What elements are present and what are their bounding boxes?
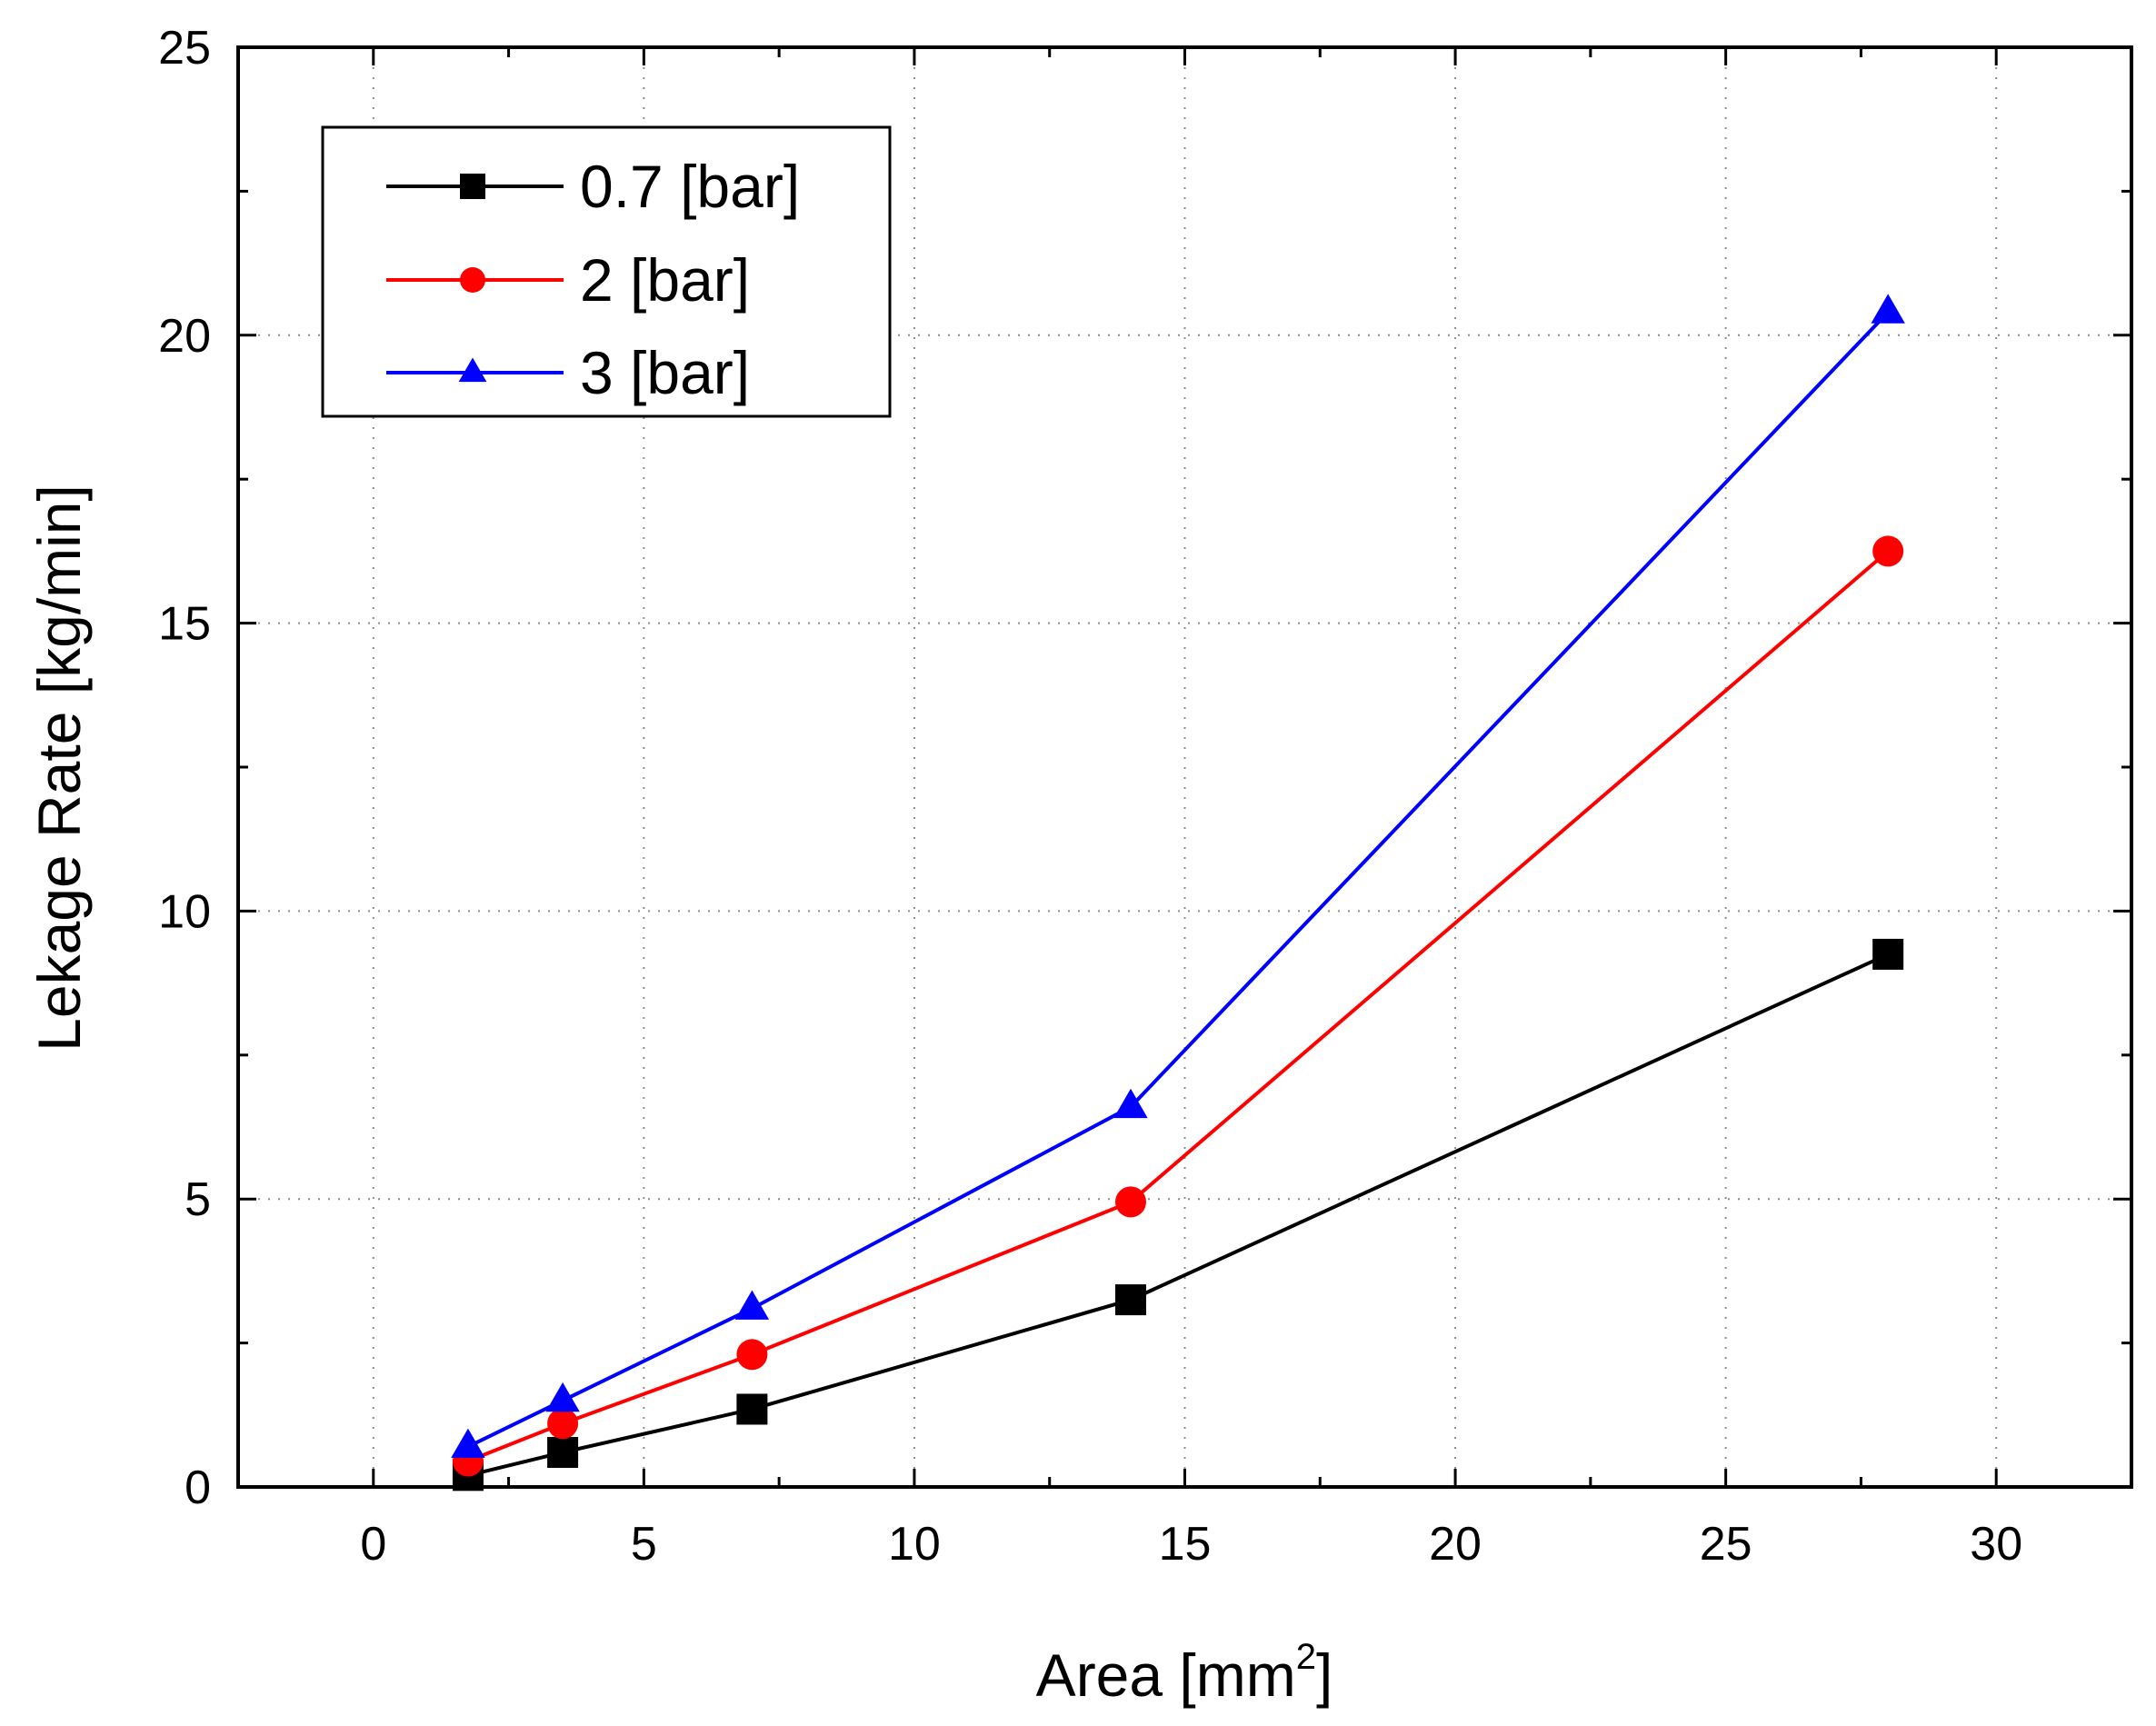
y-tick-label: 25 xyxy=(158,22,211,75)
data-point xyxy=(547,1408,579,1440)
x-tick-label: 20 xyxy=(1429,1518,1482,1571)
x-tick-label: 5 xyxy=(631,1518,657,1571)
legend-entry: 3 [bar] xyxy=(386,339,750,406)
x-axis-title-main: Area [mm xyxy=(1036,1641,1296,1709)
data-point xyxy=(451,1428,485,1458)
y-tick-label: 0 xyxy=(185,1462,211,1514)
x-tick-label: 0 xyxy=(360,1518,386,1571)
x-tick-label: 30 xyxy=(1970,1518,2022,1571)
series-line xyxy=(467,549,1890,1463)
data-point xyxy=(736,1393,768,1425)
legend-entry: 0.7 [bar] xyxy=(386,153,800,220)
data-point xyxy=(545,1382,580,1412)
x-tick-label: 10 xyxy=(888,1518,941,1571)
data-point xyxy=(1871,294,1905,324)
legend-entry: 2 [bar] xyxy=(386,246,750,314)
axis-ticks xyxy=(236,45,2133,1489)
x-axis-title-superscript: 2 xyxy=(1296,1637,1316,1677)
data-point xyxy=(1872,535,1904,567)
x-axis-title: Area [mm2] xyxy=(1036,1637,1333,1709)
y-axis-title: Lekage Rate [kg/min] xyxy=(25,484,93,1052)
data-point xyxy=(1872,938,1904,970)
legend-label: 3 [bar] xyxy=(580,339,750,406)
tick-labels: 0 5 10 15 20 25 30 0 5 10 15 20 25 xyxy=(158,22,2022,1571)
series-3-bar xyxy=(451,294,1905,1458)
y-tick-label: 20 xyxy=(158,310,211,363)
series-0-7-bar xyxy=(452,938,1904,1492)
data-point xyxy=(1114,1284,1146,1316)
legend-label: 2 [bar] xyxy=(580,246,750,314)
legend-marker xyxy=(460,174,485,199)
series-2-bar xyxy=(452,535,1904,1477)
y-tick-label: 15 xyxy=(158,598,211,651)
data-point xyxy=(1114,1186,1146,1218)
data-point xyxy=(547,1436,579,1468)
data-point xyxy=(734,1290,770,1320)
x-tick-label: 25 xyxy=(1700,1518,1752,1571)
legend-marker xyxy=(460,267,485,293)
series-layer xyxy=(451,294,1905,1492)
legend-marker xyxy=(458,357,487,383)
legend-label: 0.7 [bar] xyxy=(580,153,800,220)
legend: 0.7 [bar] 2 [bar] 3 [bar] xyxy=(321,125,892,418)
series-line xyxy=(467,953,1890,1478)
legend-box xyxy=(321,125,892,418)
data-point xyxy=(1113,1088,1148,1119)
x-axis-title-suffix: ] xyxy=(1316,1641,1333,1709)
data-point xyxy=(736,1339,768,1371)
x-tick-label: 15 xyxy=(1159,1518,1212,1571)
y-tick-label: 5 xyxy=(185,1173,211,1226)
y-tick-label: 10 xyxy=(158,885,211,938)
